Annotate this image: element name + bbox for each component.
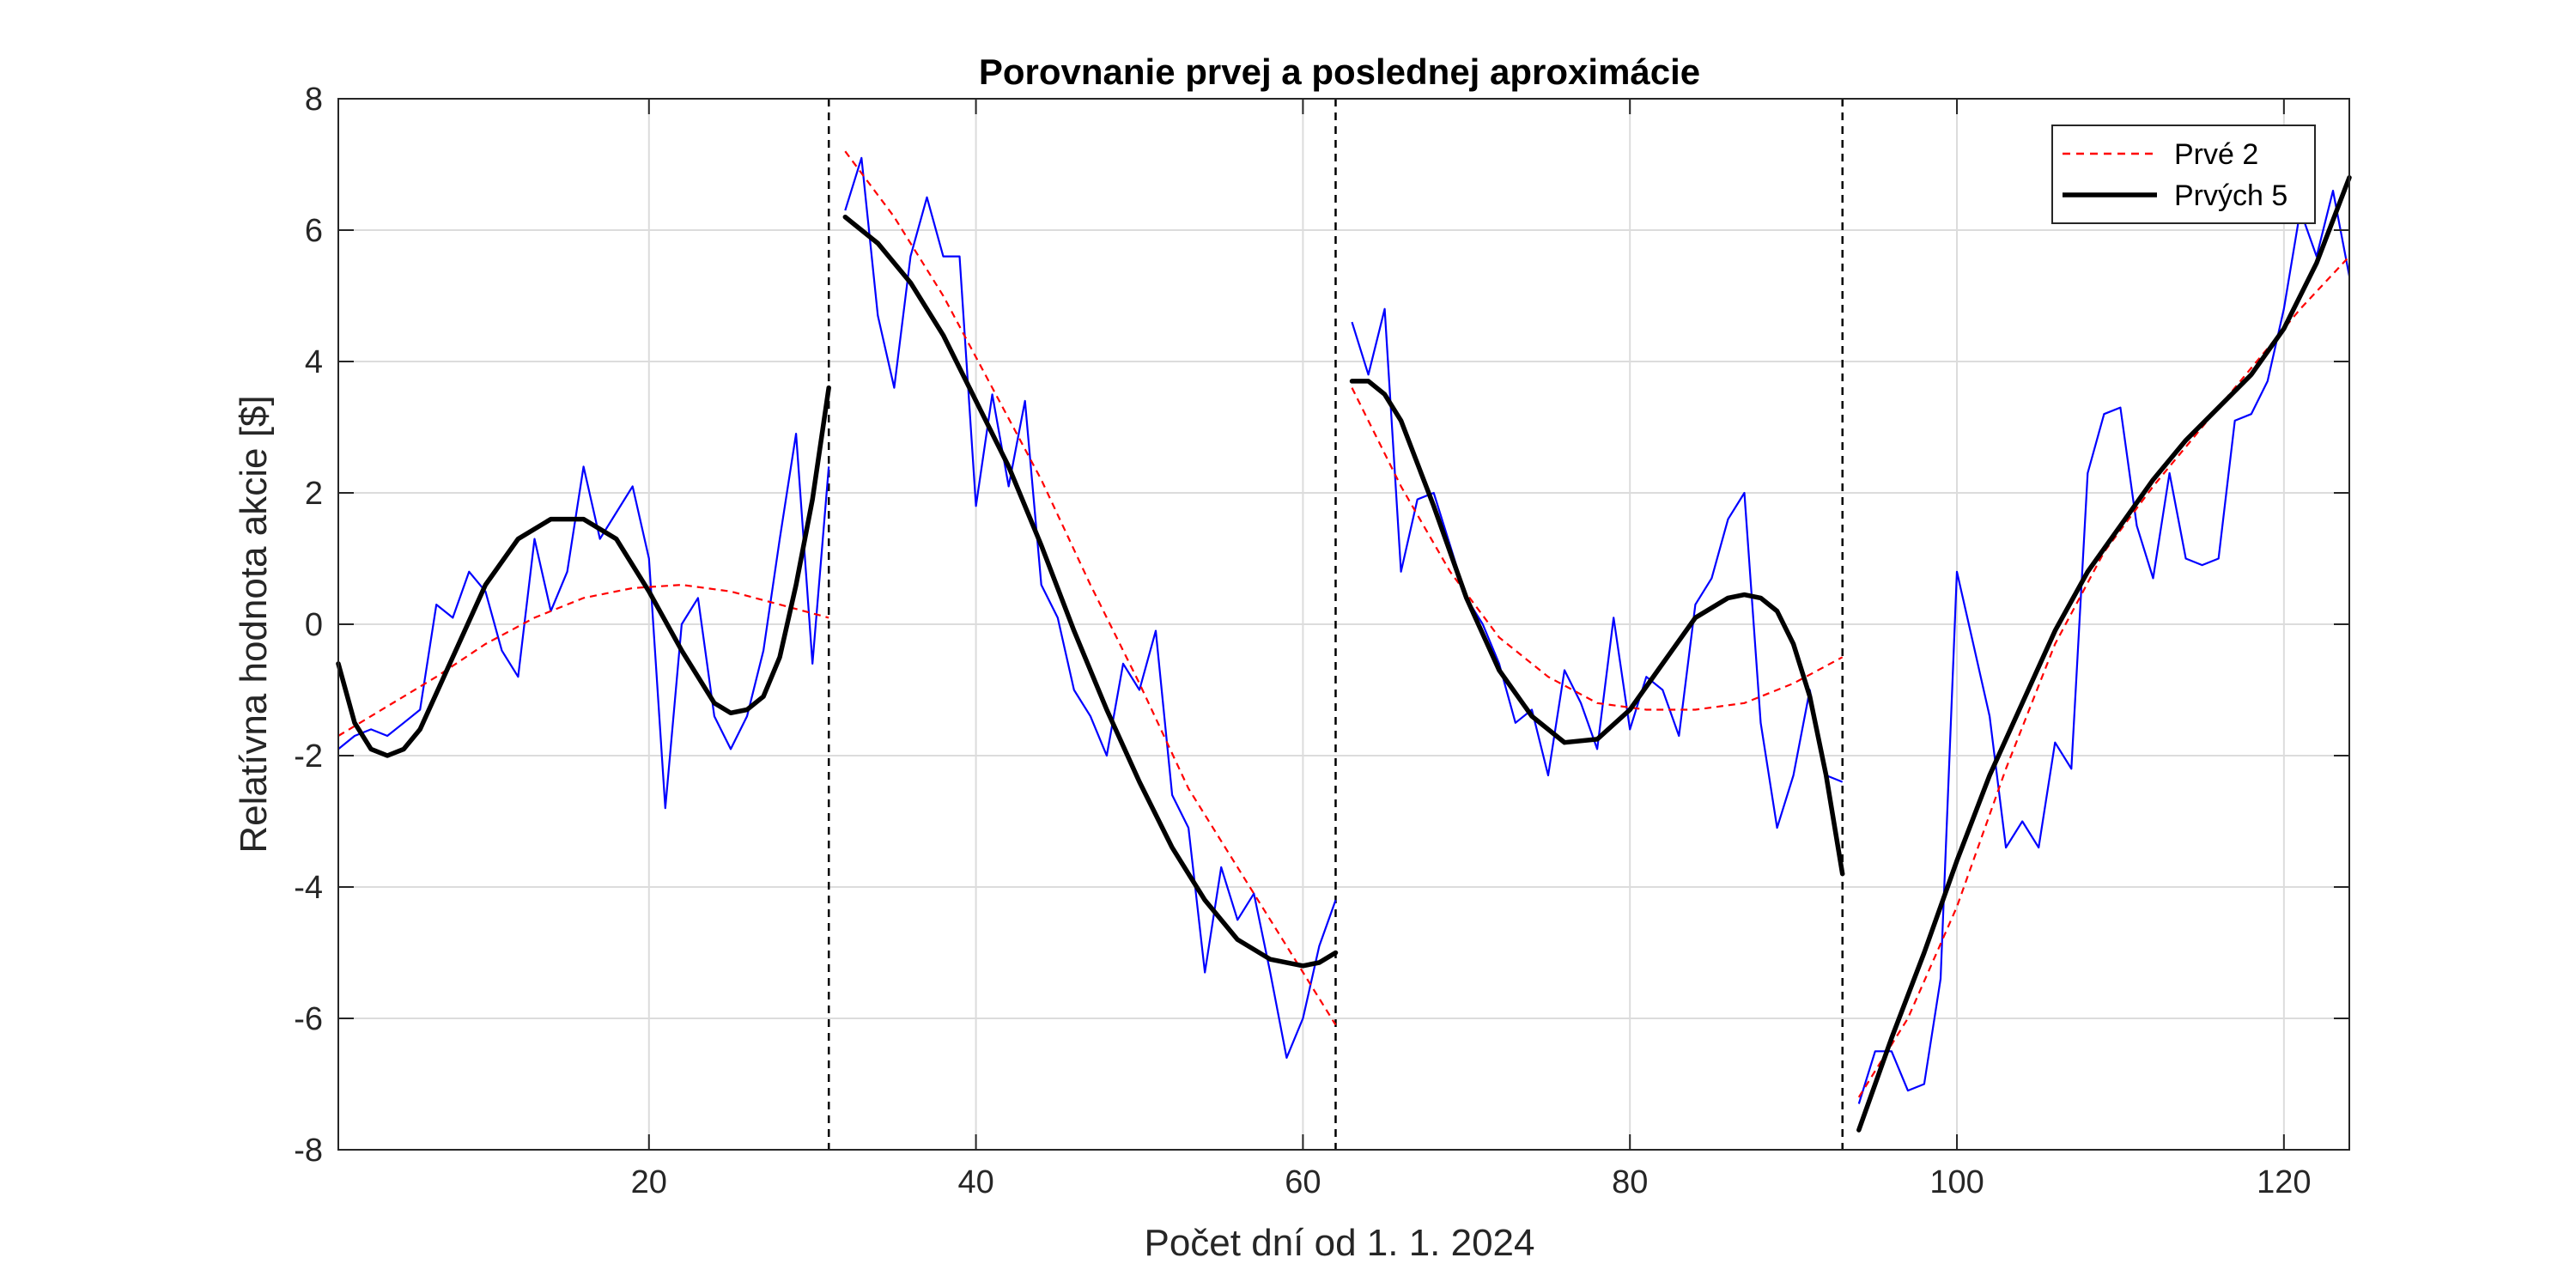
series-line-segment-2: [844, 156, 1337, 1059]
grid: [338, 99, 2349, 1150]
series-line-segment-1: [337, 583, 829, 737]
x-tick-label: 100: [1929, 1164, 1984, 1200]
x-tick-label: 20: [631, 1164, 667, 1200]
series-line-segment-1: [337, 433, 830, 810]
series-line-segment-3: [1351, 307, 1844, 829]
y-tick-label: -2: [294, 738, 323, 775]
series-prv-ch-5: [336, 175, 2352, 1133]
legend: Prvé 2 Prvých 5: [2051, 125, 2316, 224]
x-axis-label: Počet dní od 1. 1. 2024: [1144, 1222, 1534, 1264]
chart-title: Porovnanie prvej a poslednej aproximácie: [979, 52, 1700, 92]
legend-label-prve-2: Prvé 2: [2174, 138, 2258, 171]
series-line-segment-4: [1857, 190, 2351, 1104]
y-tick-label: -6: [294, 1001, 323, 1037]
y-tick-label: 2: [305, 476, 323, 512]
x-tick-label: 40: [957, 1164, 993, 1200]
x-tick-label: 60: [1285, 1164, 1321, 1200]
series-line-segment-3: [1351, 387, 1844, 711]
series-line-segment-3: [1349, 379, 1845, 877]
y-axis-label: Relatívna hodnota akcie [$]: [233, 395, 275, 853]
x-tick-label: 120: [2257, 1164, 2311, 1200]
series-raw-data: [337, 156, 2351, 1104]
y-tick-label: 6: [305, 213, 323, 249]
series-prv-2: [337, 150, 2350, 1098]
x-tick-label: 80: [1612, 1164, 1648, 1200]
y-tick-label: -8: [294, 1133, 323, 1169]
ticks: [338, 98, 2349, 1151]
series-line-segment-2: [842, 214, 1339, 969]
series-line-segment-2: [844, 150, 1337, 1026]
series-line-segment-1: [336, 385, 831, 758]
y-tick-label: 4: [305, 344, 323, 380]
series-line-segment-4: [1857, 255, 2350, 1098]
legend-box: [2051, 125, 2316, 224]
legend-label-prvych-5: Prvých 5: [2174, 179, 2287, 212]
series-layer: [336, 150, 2352, 1133]
y-tick-label: 0: [305, 607, 323, 643]
series-line-segment-4: [1856, 175, 2352, 1133]
y-tick-label: 8: [305, 82, 323, 118]
segment-boundaries: [827, 99, 1844, 1150]
y-tick-label: -4: [294, 870, 323, 906]
